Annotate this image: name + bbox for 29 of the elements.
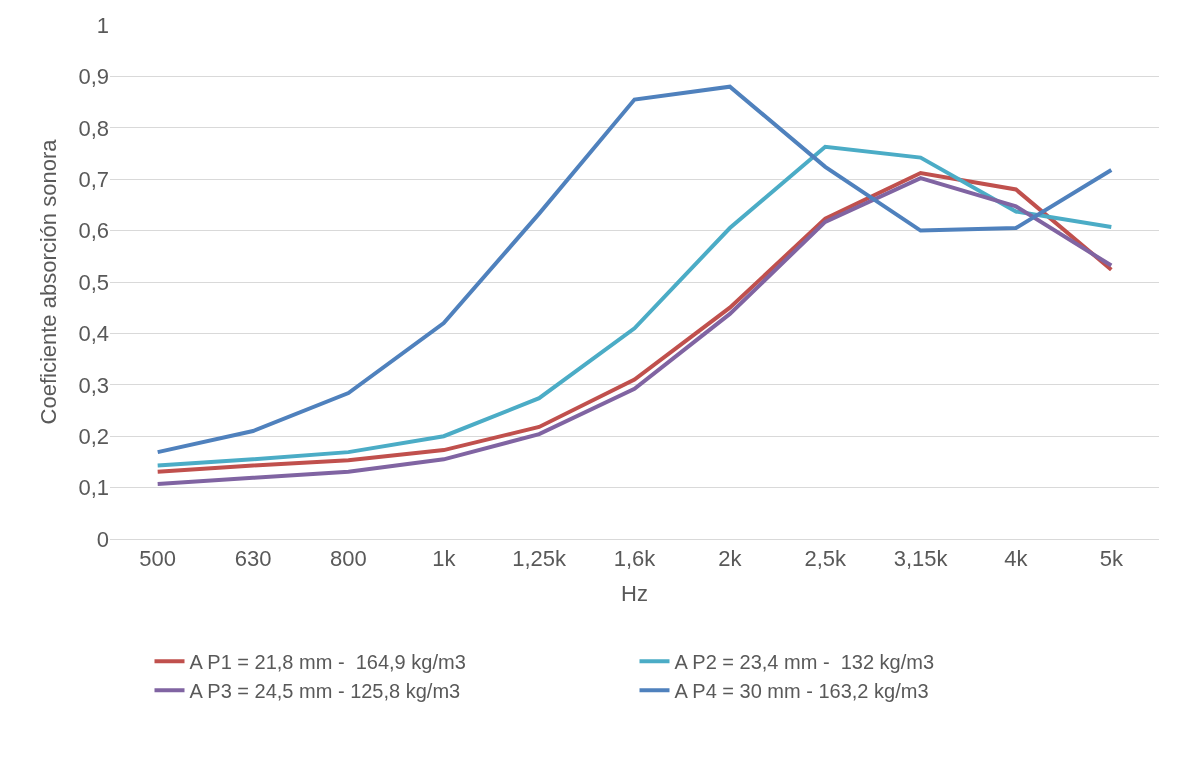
legend-label: A P4 = 30 mm - 163,2 kg/m3 bbox=[674, 680, 929, 703]
legend-label: A P2 = 23,4 mm - 132 kg/m3 bbox=[674, 651, 935, 674]
x-tick-label: 1,25k bbox=[512, 546, 568, 572]
x-tick-label: 1k bbox=[432, 546, 457, 572]
x-tick-label: 500 bbox=[139, 546, 177, 572]
y-tick-label: 0,8 bbox=[78, 115, 109, 141]
line-series bbox=[155, 84, 1114, 455]
y-tick-label: 0,2 bbox=[78, 423, 109, 449]
x-tick-label: 2,5k bbox=[804, 546, 848, 572]
y-tick-label: 0 bbox=[96, 526, 109, 552]
y-tick-label: 1 bbox=[96, 12, 109, 38]
y-tick-label: 0,9 bbox=[78, 64, 109, 90]
x-tick-label: 2k bbox=[718, 546, 743, 572]
x-tick-label: 630 bbox=[234, 546, 272, 572]
y-tick-label: 0,5 bbox=[78, 269, 109, 295]
x-tick-label: 4k bbox=[1004, 546, 1029, 572]
y-tick-label: 0,6 bbox=[78, 218, 109, 244]
y-axis-title: Coeficiente absorción sonora bbox=[36, 138, 62, 425]
legend-label: A P3 = 24,5 mm - 125,8 kg/m3 bbox=[189, 680, 461, 703]
y-tick-label: 0,4 bbox=[78, 321, 109, 347]
y-tick-label: 0,1 bbox=[78, 475, 109, 501]
x-axis-title: Hz bbox=[621, 581, 648, 607]
x-tick-label: 5k bbox=[1099, 546, 1124, 572]
x-tick-label: 3,15k bbox=[893, 546, 949, 572]
x-tick-label: 800 bbox=[330, 546, 367, 572]
x-tick-label: 1,6k bbox=[613, 546, 657, 572]
legend-label: A P1 = 21,8 mm - 164,9 kg/m3 bbox=[189, 651, 466, 674]
y-tick-label: 0,7 bbox=[78, 166, 109, 192]
y-tick-label: 0,3 bbox=[78, 372, 109, 398]
